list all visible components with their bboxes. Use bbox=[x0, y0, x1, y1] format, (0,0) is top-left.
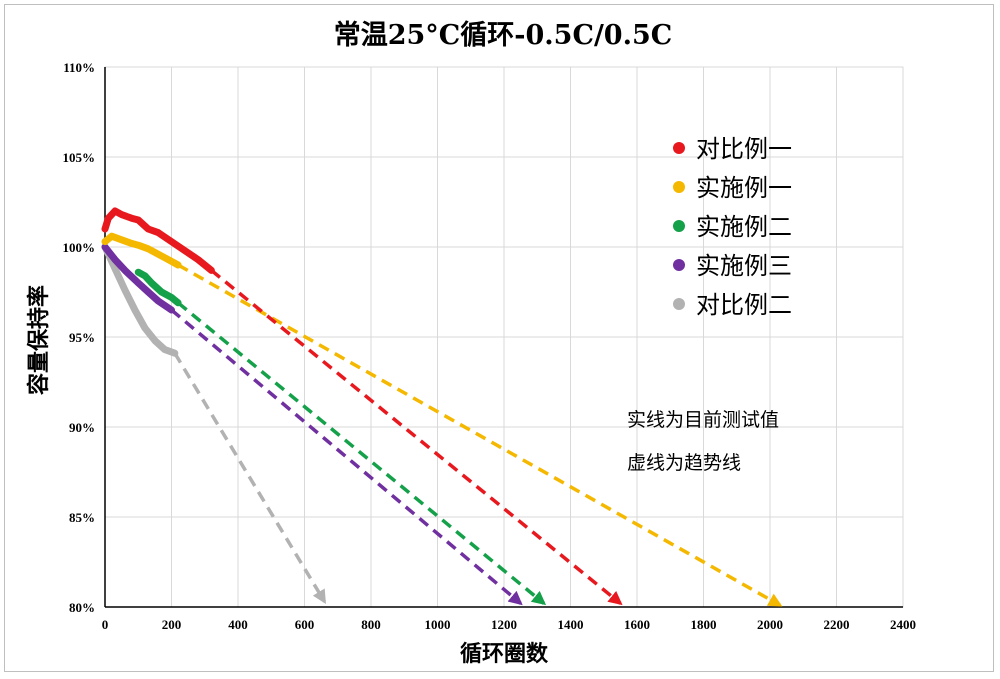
data-point bbox=[168, 238, 174, 244]
y-tick-label: 90% bbox=[69, 420, 95, 435]
data-point bbox=[208, 267, 214, 273]
data-point bbox=[158, 289, 164, 295]
y-tick-label: 100% bbox=[63, 240, 96, 255]
trend-line bbox=[211, 270, 620, 603]
legend-marker bbox=[673, 220, 685, 232]
data-point bbox=[135, 217, 141, 223]
data-point bbox=[128, 240, 134, 246]
data-point bbox=[172, 350, 178, 356]
data-point bbox=[122, 287, 128, 293]
data-point bbox=[145, 289, 151, 295]
x-tick-label: 600 bbox=[295, 617, 315, 632]
x-axis-label: 循环圈数 bbox=[460, 641, 549, 667]
data-point bbox=[175, 262, 181, 268]
data-point bbox=[102, 226, 108, 232]
y-axis-label: 容量保持率 bbox=[26, 285, 52, 395]
legend-item: 实施例三 bbox=[673, 252, 792, 280]
x-tick-label: 1200 bbox=[491, 617, 517, 632]
data-point bbox=[135, 242, 141, 248]
data-point bbox=[162, 346, 168, 352]
data-point bbox=[142, 325, 148, 331]
data-point bbox=[142, 273, 148, 279]
y-tick-label: 105% bbox=[63, 150, 96, 165]
data-point bbox=[132, 307, 138, 313]
data-point bbox=[175, 300, 181, 306]
legend-marker bbox=[673, 142, 685, 154]
x-tick-label: 800 bbox=[361, 617, 381, 632]
x-tick-label: 0 bbox=[102, 617, 109, 632]
annotation-note: 虚线为趋势线 bbox=[627, 452, 741, 474]
x-tick-label: 200 bbox=[162, 617, 182, 632]
data-point bbox=[182, 247, 188, 253]
legend-item: 对比例一 bbox=[673, 135, 792, 163]
data-point bbox=[168, 307, 174, 313]
legend-label: 对比例一 bbox=[696, 135, 792, 163]
data-point bbox=[135, 269, 141, 275]
y-tick-label: 85% bbox=[69, 510, 95, 525]
data-point bbox=[155, 251, 161, 257]
data-point bbox=[155, 298, 161, 304]
data-point bbox=[118, 211, 124, 217]
data-point bbox=[102, 238, 108, 244]
data-point bbox=[135, 280, 141, 286]
legend-marker bbox=[673, 298, 685, 310]
annotation-note: 实线为目前测试值 bbox=[627, 409, 779, 431]
data-point bbox=[168, 294, 174, 300]
x-tick-label: 1000 bbox=[425, 617, 451, 632]
legend-item: 实施例二 bbox=[673, 213, 792, 241]
data-point bbox=[195, 256, 201, 262]
x-tick-label: 2400 bbox=[890, 617, 916, 632]
chart-title: 常温25°C循环-0.5C/0.5C bbox=[334, 20, 673, 51]
data-point bbox=[165, 256, 171, 262]
data-point bbox=[105, 215, 111, 221]
data-point bbox=[112, 208, 118, 214]
x-tick-label: 2000 bbox=[757, 617, 783, 632]
data-point bbox=[108, 233, 114, 239]
x-tick-label: 1400 bbox=[558, 617, 584, 632]
data-point bbox=[122, 267, 128, 273]
data-point bbox=[145, 226, 151, 232]
series bbox=[102, 244, 325, 602]
y-tick-label: 110% bbox=[63, 60, 95, 75]
legend-label: 实施例三 bbox=[696, 252, 792, 280]
legend-marker bbox=[673, 259, 685, 271]
x-tick-label: 1800 bbox=[691, 617, 717, 632]
data-point bbox=[145, 246, 151, 252]
data-point bbox=[128, 215, 134, 221]
data-point bbox=[112, 256, 118, 262]
trend-line bbox=[175, 353, 325, 601]
data-point bbox=[155, 229, 161, 235]
data-point bbox=[118, 237, 124, 243]
x-tick-label: 400 bbox=[228, 617, 248, 632]
series bbox=[102, 244, 521, 604]
legend-label: 实施例二 bbox=[696, 213, 792, 241]
legend-label: 对比例二 bbox=[696, 291, 792, 319]
data-point bbox=[152, 337, 158, 343]
legend-item: 对比例二 bbox=[673, 291, 792, 319]
legend: 对比例一实施例一实施例二实施例三对比例二 bbox=[673, 135, 792, 319]
y-tick-label: 80% bbox=[69, 600, 95, 615]
x-tick-label: 1600 bbox=[624, 617, 650, 632]
trend-line bbox=[172, 310, 521, 603]
legend-label: 实施例一 bbox=[696, 174, 792, 202]
legend-marker bbox=[673, 181, 685, 193]
data-point bbox=[148, 280, 154, 286]
y-tick-label: 95% bbox=[69, 330, 95, 345]
x-tick-label: 2200 bbox=[824, 617, 850, 632]
legend-item: 实施例一 bbox=[673, 174, 792, 202]
